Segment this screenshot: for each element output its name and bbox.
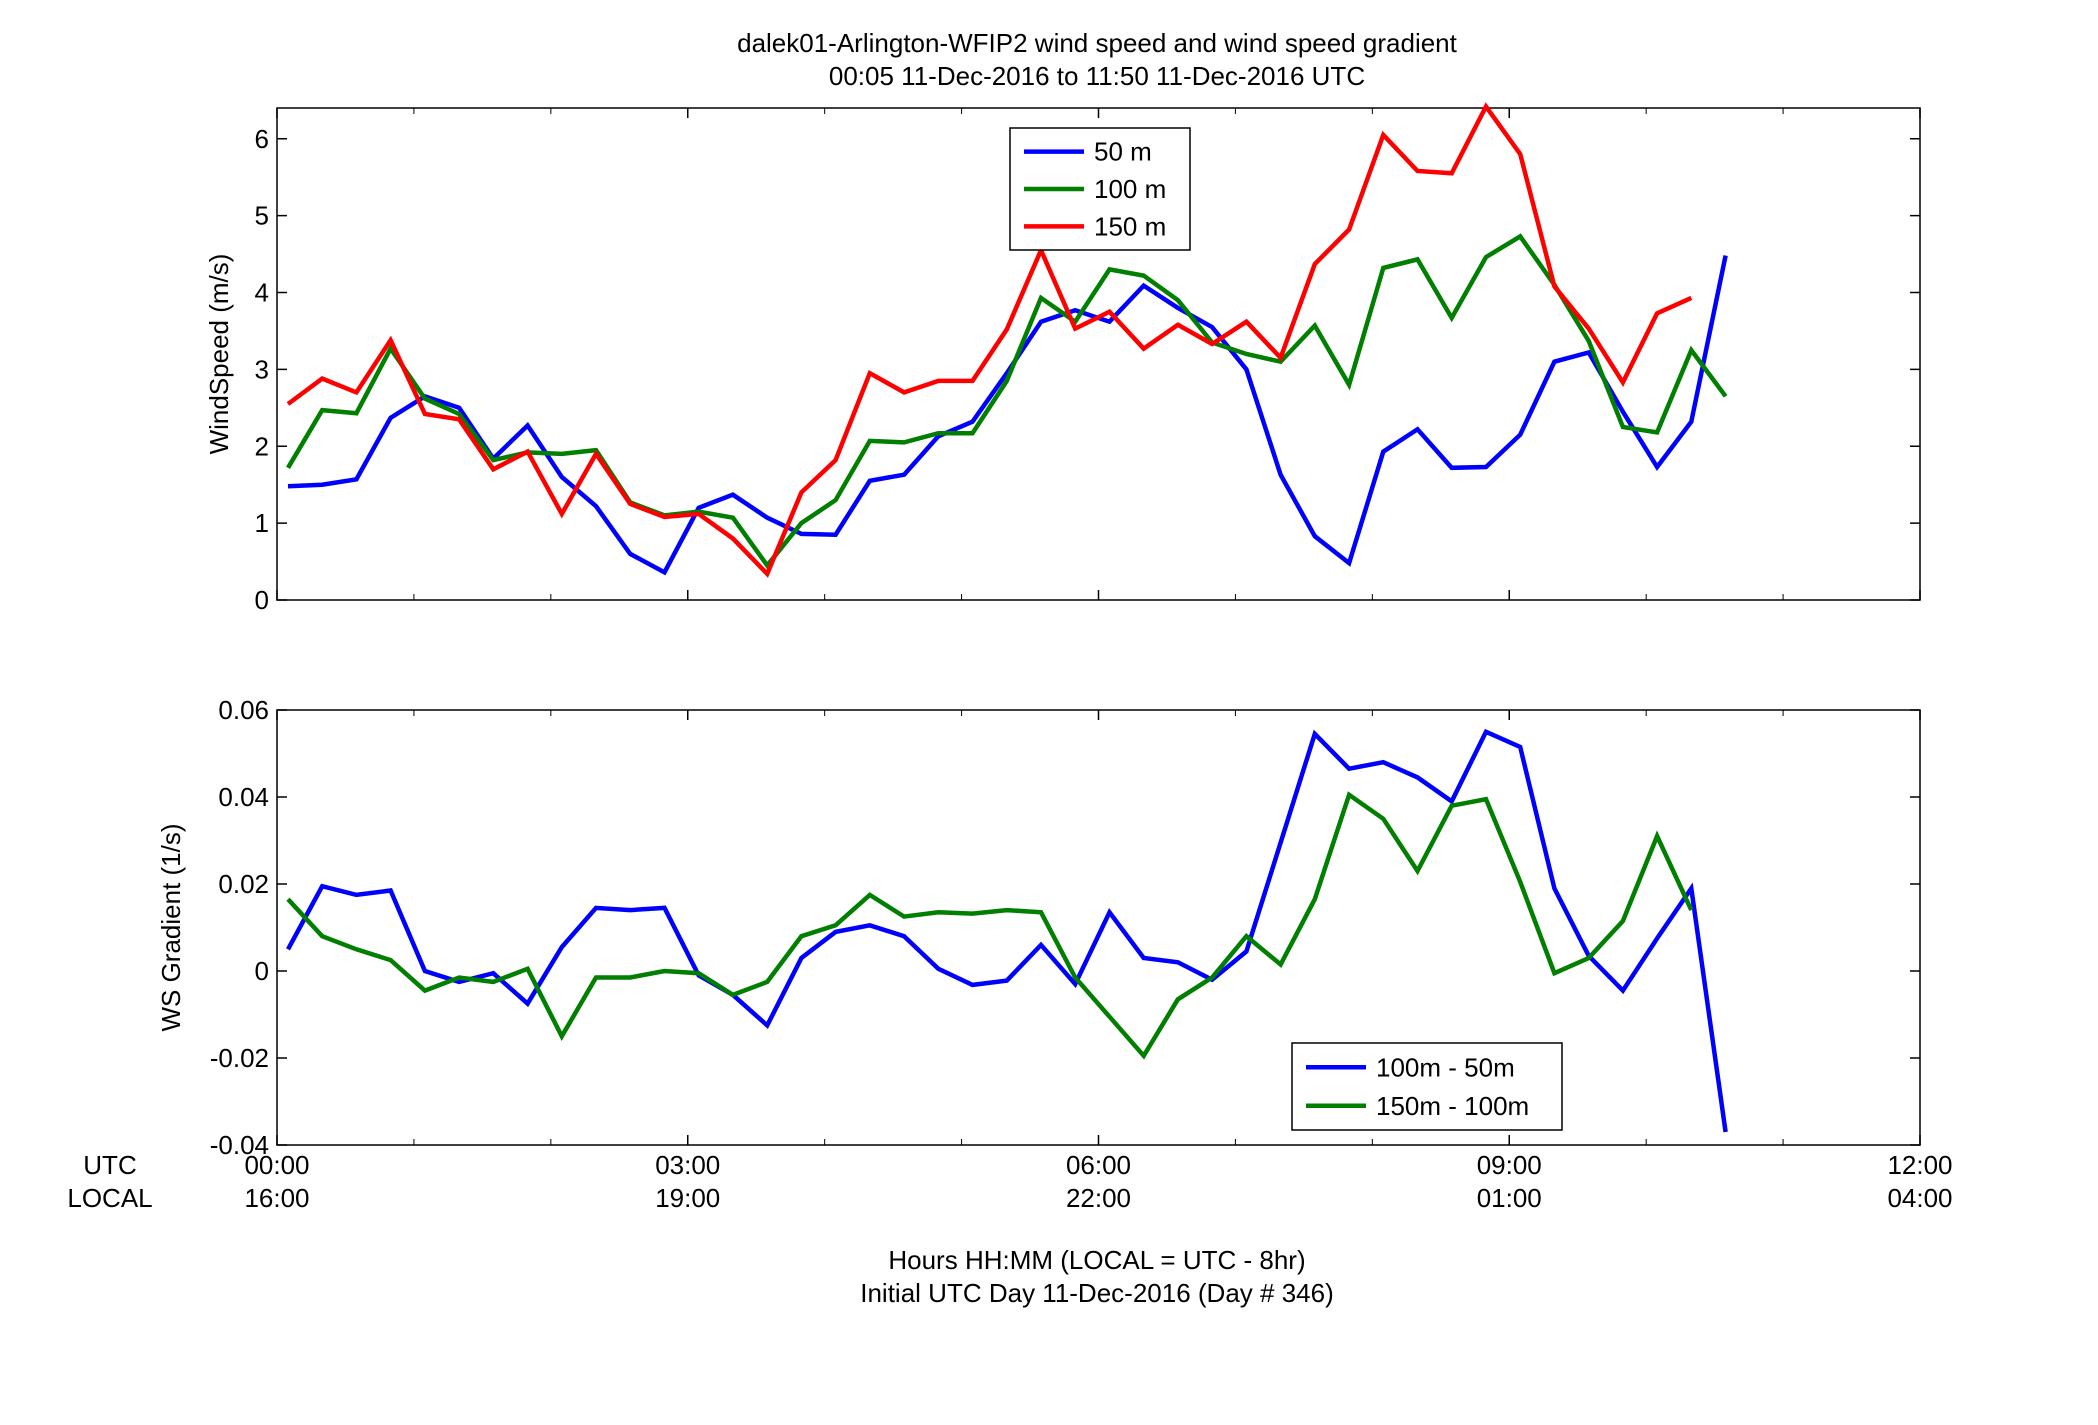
x-tick-label-local: 04:00 xyxy=(1887,1183,1952,1213)
y-tick-label: -0.02 xyxy=(210,1043,269,1073)
y-tick-label: 0.06 xyxy=(218,695,269,725)
y-tick-label: -0.04 xyxy=(210,1130,269,1160)
x-tick-label-local: 16:00 xyxy=(244,1183,309,1213)
y-tick-label: 0.04 xyxy=(218,782,269,812)
y-tick-label: 2 xyxy=(255,431,269,461)
y-tick-label: 0.02 xyxy=(218,869,269,899)
x-axis-label-line2: Initial UTC Day 11-Dec-2016 (Day # 346) xyxy=(860,1278,1333,1308)
x-tick-label-local: 19:00 xyxy=(655,1183,720,1213)
y-axis-label: WindSpeed (m/s) xyxy=(204,254,234,455)
legend-entry-label: 50 m xyxy=(1094,137,1152,167)
series-line-150-m xyxy=(286,102,1693,578)
series-line-50-m xyxy=(287,255,1728,576)
series-line-100m---50m xyxy=(286,728,1728,1133)
gradient-plot: -0.04 -0.02 0 0.02 0.04 0.06 WS Gradient (1/s)… xyxy=(156,695,1921,1160)
y-axis-label: WS Gradient (1/s) xyxy=(156,823,186,1031)
x-row-label-local: LOCAL xyxy=(67,1183,152,1213)
windspeed-plot: 0 1 2 3 4 5 6 WindSpeed (m/s) 50 m 100 m 150 m xyxy=(204,102,1921,615)
legend-entry-label: 100 m xyxy=(1094,174,1166,204)
legend-entry-label: 150 m xyxy=(1094,211,1166,241)
chart-title-line2: 00:05 11-Dec-2016 to 11:50 11-Dec-2016 U… xyxy=(829,61,1365,91)
x-axis-label-line1: Hours HH:MM (LOCAL = UTC - 8hr) xyxy=(888,1245,1305,1275)
y-tick-label: 1 xyxy=(255,508,269,538)
series-line-150m---100m xyxy=(286,791,1694,1060)
legend: 50 m 100 m 150 m xyxy=(1009,127,1191,251)
y-tick-label: 5 xyxy=(255,201,269,231)
x-row-label-utc: UTC xyxy=(83,1150,136,1180)
legend-box xyxy=(1291,1042,1563,1131)
x-tick-label-local: 22:00 xyxy=(1066,1183,1131,1213)
legend-entry-label: 100m - 50m xyxy=(1376,1052,1515,1082)
legend: 100m - 50m 150m - 100m xyxy=(1291,1042,1563,1131)
x-tick-label-utc: 00:00 xyxy=(244,1150,309,1180)
y-tick-label: 6 xyxy=(255,124,269,154)
x-tick-label-utc: 12:00 xyxy=(1887,1150,1952,1180)
y-tick-label: 0 xyxy=(255,585,269,615)
chart-title-line1: dalek01-Arlington-WFIP2 wind speed and w… xyxy=(737,28,1458,58)
x-tick-label-local: 01:00 xyxy=(1477,1183,1542,1213)
x-tick-label-utc: 06:00 xyxy=(1066,1150,1131,1180)
y-tick-label: 0 xyxy=(255,956,269,986)
y-tick-label: 4 xyxy=(255,278,269,308)
x-tick-label-utc: 09:00 xyxy=(1477,1150,1542,1180)
x-tick-label-utc: 03:00 xyxy=(655,1150,720,1180)
legend-entry-label: 150m - 100m xyxy=(1376,1091,1529,1121)
y-tick-label: 3 xyxy=(255,354,269,384)
